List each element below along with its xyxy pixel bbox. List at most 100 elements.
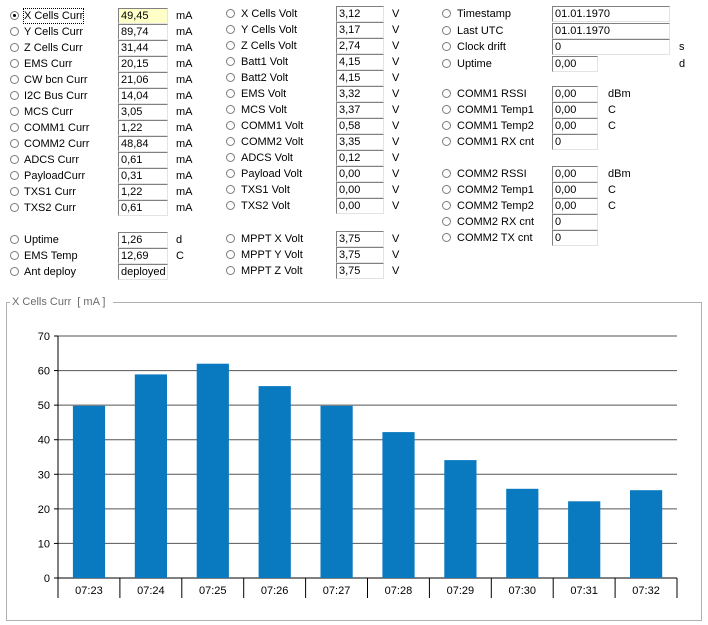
label-mppt-z-volt[interactable]: MPPT Z Volt: [241, 265, 303, 277]
radio-ems-temp[interactable]: [10, 251, 19, 260]
value-field-timestamp[interactable]: 01.01.1970: [552, 6, 670, 22]
label-mppt-y-volt[interactable]: MPPT Y Volt: [241, 249, 303, 261]
label-comm2-volt[interactable]: COMM2 Volt: [241, 136, 304, 148]
label-comm2-temp2[interactable]: COMM2 Temp2: [457, 200, 534, 212]
label-z-cells-curr[interactable]: Z Cells Curr: [24, 42, 83, 54]
label-payloadcurr[interactable]: PayloadCurr: [24, 170, 86, 182]
value-field-comm2-curr[interactable]: 48,84: [118, 136, 168, 152]
radio-comm2-tx-cnt[interactable]: [442, 233, 451, 242]
label-mppt-x-volt[interactable]: MPPT X Volt: [241, 233, 304, 245]
radio-comm2-temp1[interactable]: [442, 185, 451, 194]
radio-adcs-curr[interactable]: [10, 155, 19, 164]
value-field-comm1-temp2[interactable]: 0,00: [552, 118, 598, 134]
radio-comm1-rssi[interactable]: [442, 89, 451, 98]
label-x-cells-curr[interactable]: X Cells Curr: [22, 8, 85, 24]
value-field-ems-curr[interactable]: 20,15: [118, 56, 168, 72]
label-batt1-volt[interactable]: Batt1 Volt: [241, 56, 289, 68]
label-y-cells-volt[interactable]: Y Cells Volt: [241, 24, 298, 36]
label-adcs-curr[interactable]: ADCS Curr: [24, 154, 80, 166]
label-comm2-temp1[interactable]: COMM2 Temp1: [457, 184, 534, 196]
label-txs1-curr[interactable]: TXS1 Curr: [24, 186, 76, 198]
label-comm1-rssi[interactable]: COMM1 RSSI: [457, 88, 527, 100]
radio-mppt-y-volt[interactable]: [226, 250, 235, 259]
label-clock-drift[interactable]: Clock drift: [457, 41, 506, 53]
value-field-uptime[interactable]: 1,26: [118, 232, 168, 248]
radio-comm2-temp2[interactable]: [442, 201, 451, 210]
label-comm1-temp1[interactable]: COMM1 Temp1: [457, 104, 534, 116]
value-field-comm2-volt[interactable]: 3,35: [336, 134, 384, 150]
radio-txs1-volt[interactable]: [226, 185, 235, 194]
radio-payloadcurr[interactable]: [10, 171, 19, 180]
radio-uptime[interactable]: [442, 58, 451, 68]
label-mcs-volt[interactable]: MCS Volt: [241, 104, 287, 116]
value-field-txs2-curr[interactable]: 0,61: [118, 200, 168, 216]
label-uptime[interactable]: Uptime: [24, 234, 59, 246]
radio-y-cells-volt[interactable]: [226, 25, 235, 34]
value-field-batt2-volt[interactable]: 4,15: [336, 70, 384, 86]
value-field-comm1-curr[interactable]: 1,22: [118, 120, 168, 136]
value-field-x-cells-curr[interactable]: 49,45: [118, 8, 168, 24]
value-field-i2c-bus-curr[interactable]: 14,04: [118, 88, 168, 104]
label-comm2-tx-cnt[interactable]: COMM2 TX cnt: [457, 232, 533, 244]
value-field-comm2-rssi[interactable]: 0,00: [552, 166, 598, 182]
radio-comm2-rx-cnt[interactable]: [442, 217, 451, 226]
value-field-payload-volt[interactable]: 0,00: [336, 166, 384, 182]
label-uptime[interactable]: Uptime: [457, 57, 492, 70]
label-payload-volt[interactable]: Payload Volt: [241, 168, 303, 180]
label-comm1-rx-cnt[interactable]: COMM1 RX cnt: [457, 136, 535, 148]
radio-timestamp[interactable]: [442, 9, 451, 18]
radio-x-cells-curr[interactable]: [10, 11, 19, 20]
value-field-cw-bcn-curr[interactable]: 21,06: [118, 72, 168, 88]
value-field-mppt-x-volt[interactable]: 3,75: [336, 231, 384, 247]
radio-comm1-temp2[interactable]: [442, 121, 451, 130]
value-field-x-cells-volt[interactable]: 3,12: [336, 6, 384, 22]
value-field-ant-deploy[interactable]: deployed: [118, 264, 168, 280]
value-field-y-cells-curr[interactable]: 89,74: [118, 24, 168, 40]
value-field-mcs-curr[interactable]: 3,05: [118, 104, 168, 120]
value-field-comm1-temp1[interactable]: 0,00: [552, 102, 598, 118]
value-field-mcs-volt[interactable]: 3,37: [336, 102, 384, 118]
radio-mcs-curr[interactable]: [10, 107, 19, 116]
radio-comm2-curr[interactable]: [10, 139, 19, 148]
label-ems-volt[interactable]: EMS Volt: [241, 88, 287, 100]
radio-mppt-x-volt[interactable]: [226, 234, 235, 243]
label-comm2-rx-cnt[interactable]: COMM2 RX cnt: [457, 216, 535, 228]
radio-z-cells-volt[interactable]: [226, 41, 235, 50]
value-field-payloadcurr[interactable]: 0,31: [118, 168, 168, 184]
label-txs2-volt[interactable]: TXS2 Volt: [241, 200, 290, 212]
value-field-ems-volt[interactable]: 3,32: [336, 86, 384, 102]
label-comm1-curr[interactable]: COMM1 Curr: [24, 122, 90, 134]
value-field-comm1-rssi[interactable]: 0,00: [552, 86, 598, 102]
value-field-adcs-volt[interactable]: 0,12: [336, 150, 384, 166]
value-field-comm2-tx-cnt[interactable]: 0: [552, 230, 598, 246]
radio-payload-volt[interactable]: [226, 169, 235, 178]
radio-txs1-curr[interactable]: [10, 187, 19, 196]
value-field-z-cells-volt[interactable]: 2,74: [336, 38, 384, 54]
value-field-clock-drift[interactable]: 0: [552, 39, 670, 55]
value-field-comm2-rx-cnt[interactable]: 0: [552, 214, 598, 230]
label-y-cells-curr[interactable]: Y Cells Curr: [24, 26, 84, 38]
radio-comm1-curr[interactable]: [10, 123, 19, 132]
label-batt2-volt[interactable]: Batt2 Volt: [241, 72, 289, 84]
value-field-adcs-curr[interactable]: 0,61: [118, 152, 168, 168]
radio-adcs-volt[interactable]: [226, 153, 235, 162]
label-adcs-volt[interactable]: ADCS Volt: [241, 152, 293, 164]
radio-comm1-rx-cnt[interactable]: [442, 137, 451, 146]
value-field-comm2-temp2[interactable]: 0,00: [552, 198, 598, 214]
value-field-mppt-y-volt[interactable]: 3,75: [336, 247, 384, 263]
radio-mcs-volt[interactable]: [226, 105, 235, 114]
radio-batt1-volt[interactable]: [226, 57, 235, 66]
value-field-comm1-volt[interactable]: 0,58: [336, 118, 384, 134]
radio-i2c-bus-curr[interactable]: [10, 91, 19, 100]
radio-cw-bcn-curr[interactable]: [10, 75, 19, 84]
radio-comm2-volt[interactable]: [226, 137, 235, 146]
label-cw-bcn-curr[interactable]: CW bcn Curr: [24, 74, 88, 86]
label-txs2-curr[interactable]: TXS2 Curr: [24, 202, 76, 214]
value-field-z-cells-curr[interactable]: 31,44: [118, 40, 168, 56]
label-ems-temp[interactable]: EMS Temp: [24, 250, 78, 262]
label-comm1-temp2[interactable]: COMM1 Temp2: [457, 120, 534, 132]
label-i2c-bus-curr[interactable]: I2C Bus Curr: [24, 90, 88, 102]
value-field-comm2-temp1[interactable]: 0,00: [552, 182, 598, 198]
radio-mppt-z-volt[interactable]: [226, 266, 235, 275]
label-ant-deploy[interactable]: Ant deploy: [24, 266, 76, 278]
